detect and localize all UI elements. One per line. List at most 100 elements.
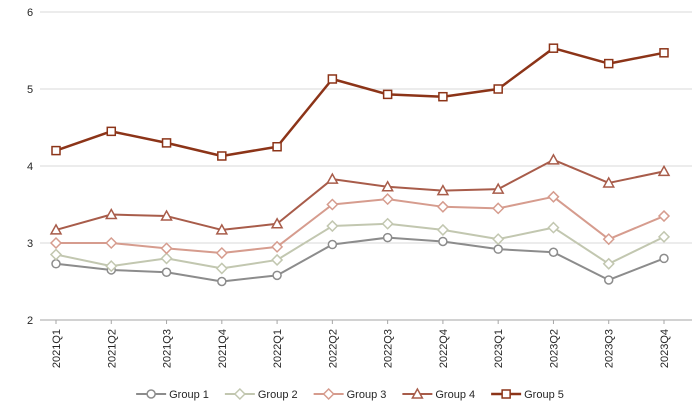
- x-tick-label: 2021Q2: [106, 329, 118, 368]
- circle-marker: [51, 259, 61, 269]
- legend-label: Group 5: [524, 389, 564, 401]
- triangle-marker: [326, 172, 339, 184]
- diamond-marker: [322, 387, 335, 401]
- triangle-marker: [657, 164, 671, 177]
- series-group-4: [49, 153, 671, 235]
- square-marker: [659, 48, 669, 58]
- x-tick-label: 2022Q1: [272, 329, 284, 368]
- diamond-marker: [547, 221, 560, 234]
- x-tick-label: 2023Q2: [548, 329, 560, 368]
- diamond-marker: [657, 230, 671, 243]
- square-marker: [493, 84, 503, 94]
- diamond-marker: [271, 240, 284, 253]
- diamond-marker: [436, 223, 449, 236]
- triangle-marker: [436, 184, 450, 196]
- legend-item-group-3[interactable]: Group 3: [313, 387, 387, 401]
- diamond-marker: [602, 233, 615, 246]
- series-group-5: [51, 43, 669, 161]
- y-tick-label: 5: [27, 84, 33, 96]
- circle-marker: [603, 275, 614, 285]
- x-tick-label: 2022Q4: [438, 329, 450, 368]
- circle-marker: [382, 232, 393, 243]
- triangle-marker: [160, 209, 173, 221]
- legend-label: Group 1: [169, 389, 209, 401]
- circle-marker: [161, 267, 172, 278]
- circle-marker: [217, 276, 227, 287]
- diamond-marker: [326, 198, 339, 211]
- x-tick-label: 2021Q3: [162, 329, 174, 368]
- diamond-marker: [215, 262, 228, 275]
- legend-label: Group 3: [347, 389, 387, 401]
- circle-marker: [548, 247, 559, 257]
- circle-marker: [146, 389, 156, 399]
- circle-marker: [493, 244, 503, 254]
- diamond-marker: [381, 193, 394, 206]
- diamond-marker: [215, 246, 228, 260]
- legend-label: Group 2: [258, 389, 298, 401]
- series-line: [55, 236, 665, 283]
- square-marker: [501, 389, 511, 399]
- diamond-marker: [381, 217, 394, 230]
- triangle-marker: [49, 223, 63, 235]
- diamond-marker: [326, 219, 339, 233]
- x-tick-label: 2021Q1: [51, 329, 63, 368]
- series-group-3: [49, 190, 671, 260]
- square-marker: [438, 91, 448, 102]
- triangle-marker: [215, 223, 229, 235]
- x-tick-label: 2023Q1: [493, 329, 505, 368]
- x-tick-label: 2022Q2: [327, 329, 339, 368]
- series-group-2: [49, 217, 671, 275]
- triangle-marker: [381, 180, 394, 192]
- diamond-marker: [105, 236, 118, 250]
- x-tick-label: 2022Q3: [383, 329, 395, 368]
- triangle-marker: [411, 387, 424, 399]
- circle-marker: [272, 270, 282, 281]
- diamond-marker: [492, 233, 505, 246]
- square-marker: [603, 58, 614, 69]
- diamond-marker: [160, 242, 173, 255]
- diamond-marker: [547, 190, 560, 203]
- circle-marker: [659, 253, 669, 264]
- series-line: [55, 46, 665, 158]
- legend-item-group-4[interactable]: Group 4: [402, 387, 475, 401]
- square-marker: [106, 126, 117, 137]
- triangle-marker: [602, 176, 616, 188]
- square-marker: [382, 89, 393, 100]
- y-tick-label: 3: [27, 238, 33, 250]
- series-line: [56, 195, 665, 255]
- diamond-marker: [233, 387, 246, 401]
- diamond-marker: [492, 202, 505, 215]
- diamond-marker: [105, 260, 118, 273]
- triangle-marker: [270, 217, 284, 229]
- square-marker: [548, 43, 559, 53]
- x-tick-label: 2021Q4: [217, 329, 229, 368]
- legend-item-group-5[interactable]: Group 5: [491, 389, 564, 401]
- circle-marker: [438, 236, 448, 247]
- square-marker: [327, 74, 338, 84]
- diamond-marker: [49, 236, 63, 250]
- diamond-marker: [271, 253, 284, 267]
- triangle-marker: [104, 207, 118, 220]
- legend-item-group-1[interactable]: Group 1: [136, 389, 209, 401]
- circle-marker: [327, 239, 338, 250]
- y-tick-label: 6: [27, 7, 33, 19]
- series-line: [55, 158, 665, 231]
- x-tick-label: 2023Q3: [604, 329, 616, 368]
- square-marker: [51, 145, 61, 156]
- x-tick-label: 2023Q4: [659, 329, 671, 368]
- triangle-marker: [547, 153, 560, 165]
- y-tick-label: 4: [27, 161, 33, 173]
- diamond-marker: [160, 252, 173, 265]
- square-marker: [217, 151, 227, 161]
- legend-label: Group 4: [435, 389, 475, 401]
- diamond-marker: [657, 209, 671, 223]
- diamond-marker: [49, 248, 63, 261]
- legend-item-group-2[interactable]: Group 2: [224, 387, 298, 401]
- y-tick-label: 2: [27, 315, 33, 327]
- square-marker: [161, 138, 172, 148]
- diamond-marker: [436, 200, 449, 213]
- square-marker: [272, 142, 282, 152]
